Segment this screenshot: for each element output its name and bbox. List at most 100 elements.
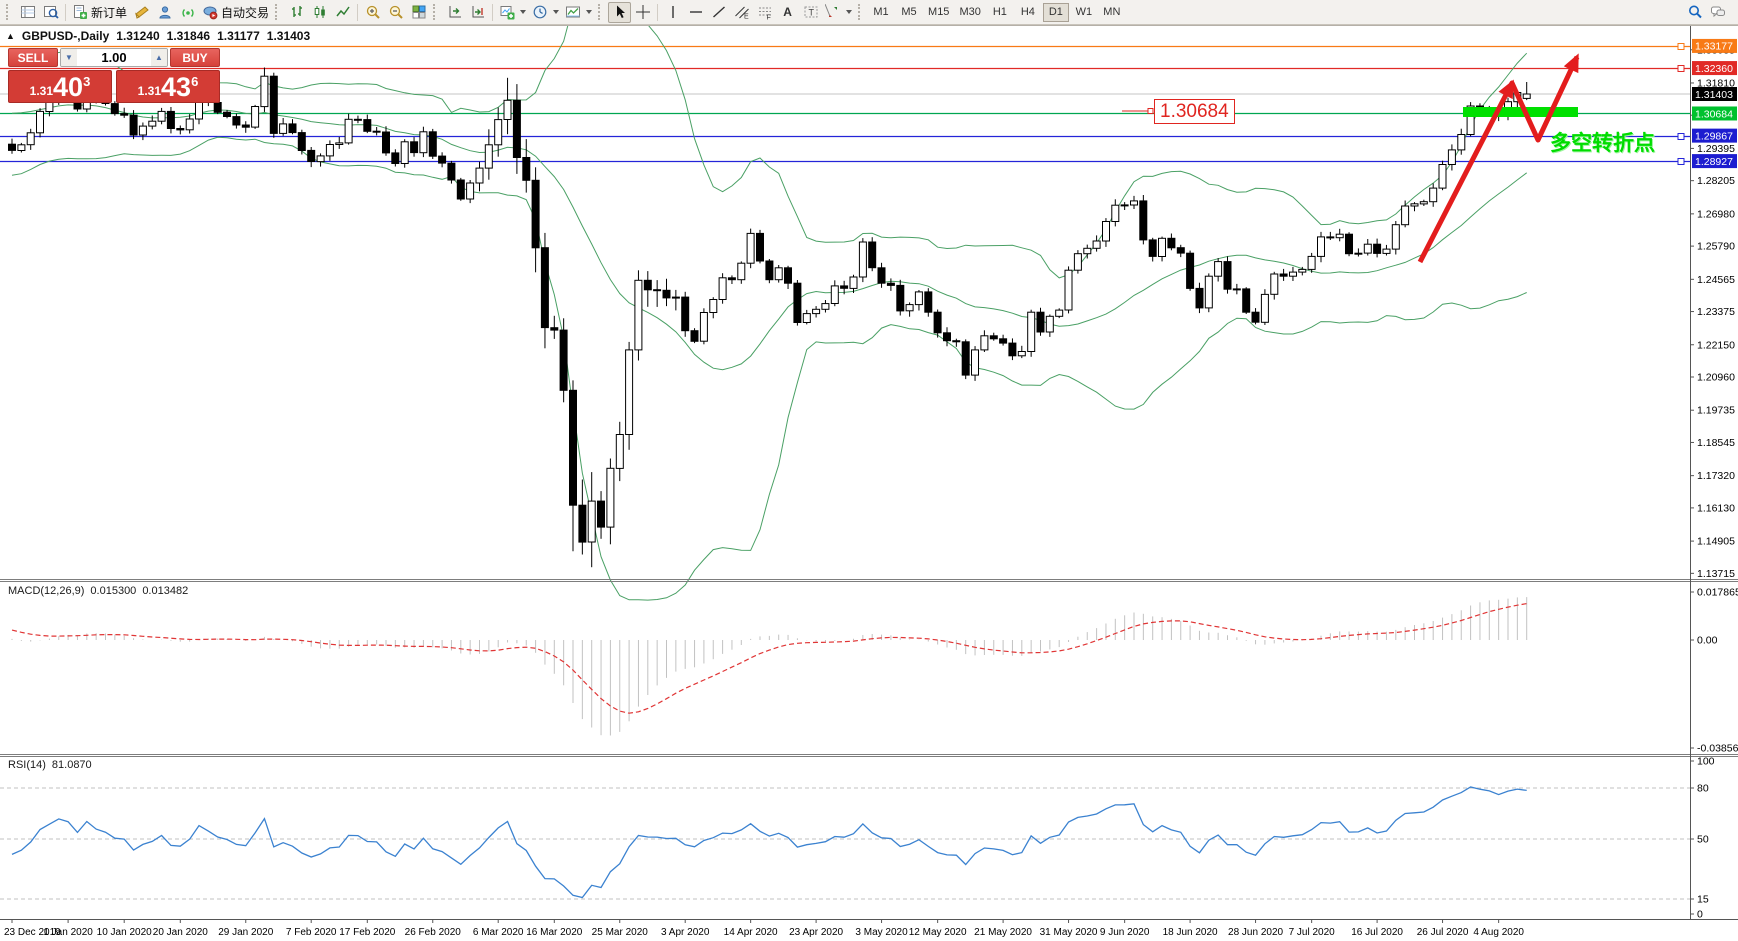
- buy-button[interactable]: BUY: [170, 48, 220, 67]
- new-chart-button[interactable]: [496, 2, 529, 23]
- date-tick-label[interactable]: 20 Jan 2020: [153, 927, 208, 938]
- auto-scroll-button[interactable]: [466, 2, 489, 23]
- date-tick-label[interactable]: 9 Jun 2020: [1100, 927, 1150, 938]
- date-tick-label[interactable]: 18 Jun 2020: [1163, 927, 1218, 938]
- date-tick-label[interactable]: 4 Aug 2020: [1473, 927, 1524, 938]
- timeframe-button-d1[interactable]: D1: [1042, 2, 1069, 22]
- date-tick-label[interactable]: 21 May 2020: [974, 927, 1032, 938]
- date-tick-label[interactable]: 26 Feb 2020: [405, 927, 462, 938]
- crosshair-tool-button[interactable]: [631, 2, 654, 23]
- date-tick-label[interactable]: 29 Jan 2020: [218, 927, 273, 938]
- volume-down-button[interactable]: ▼: [61, 49, 77, 66]
- text-label-tool-button[interactable]: T: [799, 2, 822, 23]
- trendline-tool-button[interactable]: [707, 2, 730, 23]
- toolbar-grip[interactable]: [858, 4, 865, 20]
- horizontal-line-tool-button[interactable]: [684, 2, 707, 23]
- date-tick-label[interactable]: 3 May 2020: [855, 927, 908, 938]
- autotrading-button[interactable]: 自动交易: [199, 2, 272, 23]
- date-tick-label[interactable]: 7 Feb 2020: [286, 927, 337, 938]
- timeframe-button-m1[interactable]: M1: [868, 3, 894, 22]
- candlestick-mode-button[interactable]: [308, 2, 331, 23]
- price-label-box-text: 1.33177: [1695, 41, 1733, 53]
- date-tick-label[interactable]: 16 Mar 2020: [526, 927, 583, 938]
- zoom-out-button[interactable]: [384, 2, 407, 23]
- community-button[interactable]: [153, 2, 176, 23]
- strategy-tester-button[interactable]: [39, 2, 62, 23]
- timeframe-button-m15[interactable]: M15: [924, 3, 953, 22]
- chart-shift-button[interactable]: [443, 2, 466, 23]
- date-tick-label[interactable]: 23 Apr 2020: [789, 927, 843, 938]
- tile-windows-icon: [412, 5, 426, 19]
- periods-button[interactable]: [529, 2, 562, 23]
- rsi-tick-label: 0: [1697, 909, 1703, 921]
- hline-handle[interactable]: [1677, 65, 1685, 72]
- timeframe-button-h4[interactable]: H4: [1015, 3, 1041, 22]
- macd-signal-line: [11, 603, 1527, 714]
- svg-text:F: F: [766, 15, 770, 21]
- volume-up-button[interactable]: ▲: [151, 49, 167, 66]
- price-callout-label[interactable]: 1.30684: [1154, 99, 1235, 124]
- svg-text:T: T: [808, 8, 814, 18]
- zoom-in-button[interactable]: [361, 2, 384, 23]
- timeframe-button-m5[interactable]: M5: [896, 3, 922, 22]
- collapse-one-click-icon[interactable]: ▲: [6, 31, 15, 41]
- date-tick-label[interactable]: 25 Mar 2020: [592, 927, 649, 938]
- equidistant-channel-tool-button[interactable]: E: [730, 2, 753, 23]
- date-tick-label[interactable]: 26 Jul 2020: [1417, 927, 1469, 938]
- line-chart-mode-button[interactable]: [331, 2, 354, 23]
- hline-handle[interactable]: [1677, 158, 1685, 165]
- templates-button[interactable]: [562, 2, 595, 23]
- bar-chart-mode-button[interactable]: [285, 2, 308, 23]
- timeframe-button-w1[interactable]: W1: [1071, 3, 1097, 22]
- search-button[interactable]: [1683, 2, 1706, 23]
- support-zone-bar[interactable]: [1463, 107, 1578, 117]
- hline-handle[interactable]: [1677, 133, 1685, 140]
- price-label-box-text: 1.32360: [1695, 63, 1733, 75]
- sell-button[interactable]: SELL: [8, 48, 58, 67]
- chart-title: ▲ GBPUSD-,Daily 1.31240 1.31846 1.31177 …: [6, 29, 310, 43]
- volume-input[interactable]: [77, 49, 151, 66]
- callout-leader-handle[interactable]: [1147, 108, 1154, 114]
- zoom-in-icon: [366, 5, 380, 19]
- turning-point-annotation[interactable]: 多空转折点: [1550, 132, 1655, 155]
- toolbar-grip[interactable]: [433, 4, 440, 20]
- toolbar-grip[interactable]: [598, 4, 605, 20]
- sell-price-display[interactable]: 1.31 40 3: [8, 70, 112, 103]
- market-watch-button[interactable]: [16, 2, 39, 23]
- signals-button[interactable]: [176, 2, 199, 23]
- market-watch-icon: [20, 6, 35, 18]
- timeframe-button-mn[interactable]: MN: [1099, 3, 1125, 22]
- date-tick-label[interactable]: 17 Feb 2020: [339, 927, 396, 938]
- timeframe-button-h1[interactable]: H1: [987, 3, 1013, 22]
- bollinger-middle-band: [11, 104, 1528, 371]
- fibonacci-tool-button[interactable]: F: [753, 2, 776, 23]
- date-tick-label[interactable]: 1 Jan 2020: [43, 927, 93, 938]
- trend-arrow-line[interactable]: [1417, 55, 1580, 264]
- date-tick-label[interactable]: 31 May 2020: [1040, 927, 1098, 938]
- timeframe-button-m30[interactable]: M30: [955, 3, 984, 22]
- date-tick-label[interactable]: 28 Jun 2020: [1228, 927, 1283, 938]
- new-order-button[interactable]: 新订单: [69, 2, 130, 23]
- buy-price-display[interactable]: 1.31 43 6: [116, 70, 220, 103]
- date-tick-label[interactable]: 6 Mar 2020: [473, 927, 524, 938]
- hline-handle[interactable]: [1677, 43, 1685, 50]
- cursor-tool-button[interactable]: [608, 1, 632, 23]
- date-tick-label[interactable]: 12 May 2020: [909, 927, 967, 938]
- vertical-line-tool-button[interactable]: [661, 2, 684, 23]
- tile-windows-button[interactable]: [407, 2, 430, 23]
- date-tick-label[interactable]: 10 Jan 2020: [97, 927, 152, 938]
- arrows-tool-button[interactable]: [822, 2, 855, 23]
- date-tick-label[interactable]: 7 Jul 2020: [1289, 927, 1336, 938]
- date-tick-label[interactable]: 14 Apr 2020: [724, 927, 778, 938]
- toolbar-grip[interactable]: [6, 4, 13, 20]
- text-tool-button[interactable]: A: [776, 2, 799, 23]
- history-center-button[interactable]: [130, 2, 153, 23]
- toolbar-grip[interactable]: [275, 4, 282, 20]
- date-tick-label[interactable]: 23 Dec 2019: [4, 927, 61, 938]
- price-label-box: [1692, 38, 1737, 53]
- chat-button[interactable]: [1706, 2, 1729, 23]
- date-tick-label[interactable]: 3 Apr 2020: [661, 927, 710, 938]
- date-tick-label[interactable]: 16 Jul 2020: [1351, 927, 1403, 938]
